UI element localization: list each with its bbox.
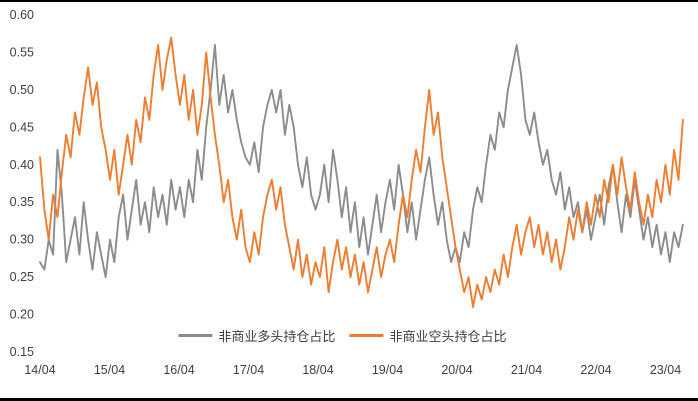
x-axis-tick-label: 20/04	[441, 363, 472, 377]
short-series-label: 非商业空头持仓占比	[389, 329, 507, 344]
series-line-1	[39, 36, 684, 309]
y-axis-tick-label: 0.35	[10, 195, 34, 209]
x-axis-tick-label: 22/04	[580, 363, 611, 377]
legend-item-short: 非商业空头持仓占比	[349, 326, 506, 345]
y-axis-tick-label: 0.45	[10, 120, 34, 134]
y-axis-tick-label: 0.20	[10, 308, 34, 322]
x-axis-tick-label: 14/04	[24, 363, 55, 377]
y-axis-tick-label: 0.30	[10, 233, 34, 247]
bottom-rule	[0, 398, 698, 401]
y-axis-tick-label: 0.40	[10, 158, 34, 172]
x-axis-tick-label: 15/04	[94, 363, 125, 377]
long-series-swatch	[178, 334, 213, 337]
y-axis-tick-label: 0.25	[10, 270, 34, 284]
y-axis-tick-label: 0.15	[10, 345, 34, 359]
x-axis-tick-label: 16/04	[163, 363, 194, 377]
y-axis-tick-label: 0.60	[10, 8, 34, 22]
x-axis-tick-label: 17/04	[233, 363, 264, 377]
x-axis-tick-label: 18/04	[302, 363, 333, 377]
x-axis-tick-label: 21/04	[511, 363, 542, 377]
chart-legend: 非商业多头持仓占比 非商业空头持仓占比	[178, 326, 506, 345]
short-series-swatch	[349, 334, 384, 337]
x-axis-tick-label: 19/04	[372, 363, 403, 377]
legend-item-long: 非商业多头持仓占比	[178, 326, 335, 345]
top-rule	[0, 0, 698, 2]
series-line-0	[39, 44, 684, 279]
y-axis-tick-label: 0.55	[10, 45, 34, 59]
x-axis-tick-label: 23/04	[650, 363, 681, 377]
y-axis-tick-label: 0.50	[10, 83, 34, 97]
long-series-label: 非商业多头持仓占比	[218, 329, 336, 344]
